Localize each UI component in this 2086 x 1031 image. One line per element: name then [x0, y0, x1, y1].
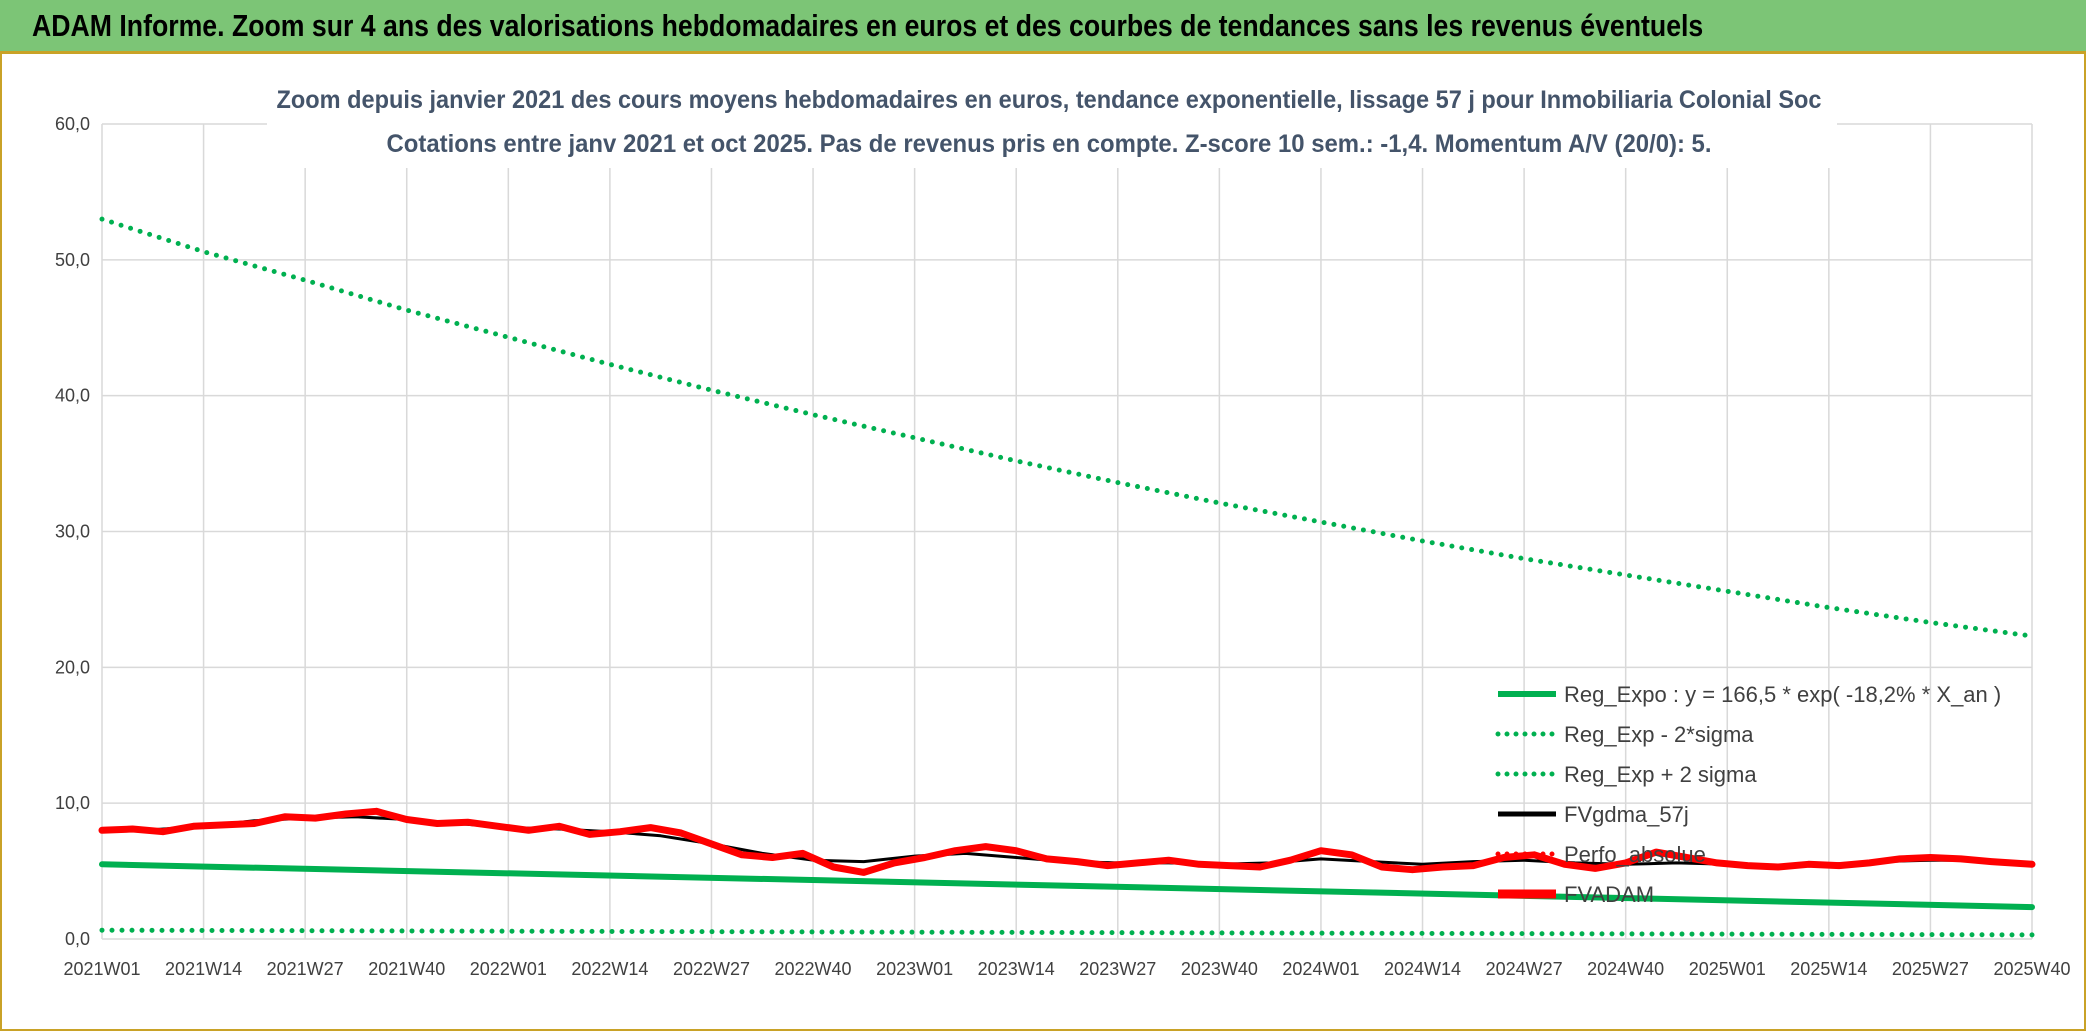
legend-label-3: FVgdma_57j [1564, 802, 1689, 827]
x-tick-label: 2025W14 [1790, 959, 1867, 979]
chart-title: Zoom depuis janvier 2021 des cours moyen… [277, 86, 1822, 114]
x-tick-label: 2025W40 [1993, 959, 2070, 979]
x-tick-label: 2023W27 [1079, 959, 1156, 979]
chart-svg: 0,010,020,030,040,050,060,0 2021W01 2021W… [55, 78, 2071, 979]
legend: Reg_Expo : y = 166,5 * exp( -18,2% * X_a… [1495, 682, 2001, 907]
title-backdrop [267, 78, 1837, 168]
series-line-1 [99, 927, 2035, 938]
x-tick-label: 2024W40 [1587, 959, 1664, 979]
series-line-5 [98, 807, 2036, 876]
x-tick-label: 2024W14 [1384, 959, 1461, 979]
y-tick-label: 40,0 [55, 386, 90, 406]
report-title: ADAM Informe. Zoom sur 4 ans des valoris… [32, 8, 1704, 43]
x-tick-label: 2021W40 [368, 959, 445, 979]
chart-area: 0,0 10,0 20,0 30,0 40,0 50,0 60,0 2021W01 2021W… [0, 54, 2086, 1031]
x-tick-label: 2021W14 [165, 959, 242, 979]
x-tick-label: 2023W01 [876, 959, 953, 979]
x-tick-label: 2022W40 [775, 959, 852, 979]
y-axis: 0,0 10,0 20,0 30,0 40,0 50,0 60,0 [55, 114, 90, 949]
x-tick-label: 2024W27 [1486, 959, 1563, 979]
x-tick-label: 2021W27 [267, 959, 344, 979]
legend-label-2: Reg_Exp + 2 sigma [1564, 762, 1757, 787]
report-banner: ADAM Informe. Zoom sur 4 ans des valoris… [0, 0, 2086, 54]
y-tick-label: 30,0 [55, 522, 90, 542]
y-tick-label: 0,0 [65, 929, 90, 949]
x-tick-label: 2024W01 [1282, 959, 1359, 979]
x-tick-label: 2022W27 [673, 959, 750, 979]
chart-subtitle: Cotations entre janv 2021 et oct 2025. P… [387, 130, 1712, 158]
legend-label-4: Perfo_absolue [1564, 842, 1706, 867]
y-tick-label: 60,0 [55, 114, 90, 134]
x-tick-label: 2021W01 [63, 959, 140, 979]
grid-layer [101, 123, 2033, 940]
series-layer [98, 216, 2036, 938]
x-tick-label: 2022W14 [571, 959, 648, 979]
series-line-0 [99, 861, 2035, 911]
x-tick-label: 2022W01 [470, 959, 547, 979]
y-tick-label: 50,0 [55, 250, 90, 270]
legend-label-1: Reg_Exp - 2*sigma [1564, 722, 1754, 747]
series-line-2 [99, 216, 2035, 639]
legend-label-0: Reg_Expo : y = 166,5 * exp( -18,2% * X_a… [1564, 682, 2001, 707]
legend-label-5: FVADAM [1564, 882, 1654, 907]
x-tick-label: 2025W27 [1892, 959, 1969, 979]
y-tick-label: 10,0 [55, 793, 90, 813]
x-tick-label: 2023W14 [978, 959, 1055, 979]
x-axis: 2021W01 2021W14 2021W27 2021W40 2022W01 2022W… [63, 959, 2070, 979]
x-tick-label: 2025W01 [1689, 959, 1766, 979]
x-tick-label: 2023W40 [1181, 959, 1258, 979]
y-tick-label: 20,0 [55, 657, 90, 677]
